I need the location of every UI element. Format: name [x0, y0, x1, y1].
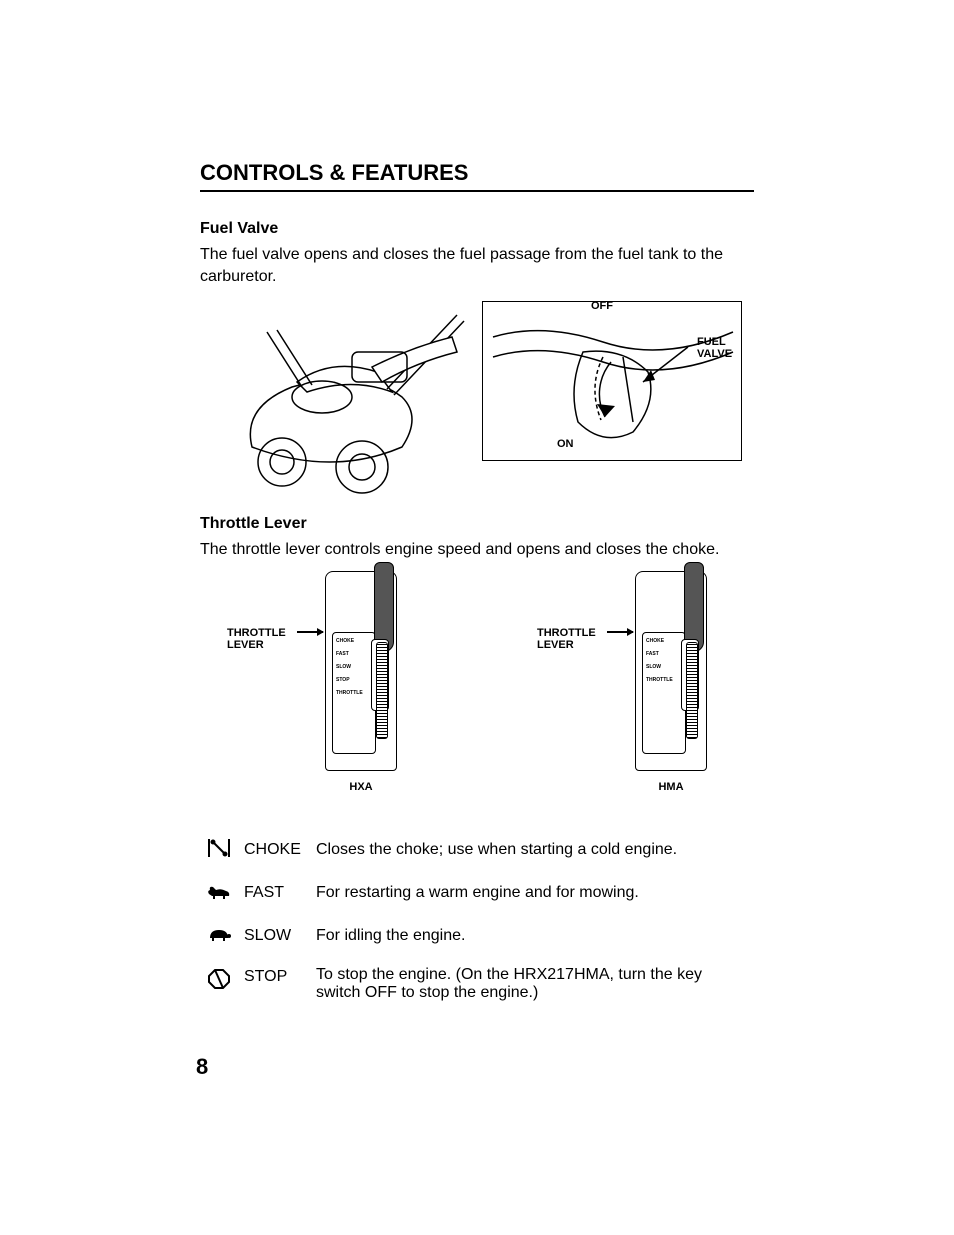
fuel-valve-heading: Fuel Valve	[200, 220, 754, 238]
valve-svg	[483, 302, 743, 462]
table-row: STOP To stop the engine. (On the HRX217H…	[200, 958, 754, 1010]
lever-handle	[684, 562, 704, 652]
throttle-figure-row: THROTTLE LEVER CHOKE FAST SLOW STOP THRO…	[200, 571, 754, 793]
table-row: FAST For restarting a warm engine and fo…	[200, 872, 754, 915]
mower-illustration	[212, 297, 472, 497]
arrow-icon	[297, 631, 323, 633]
stop-label: STOP	[238, 958, 310, 1010]
lever-graphic-hma: CHOKE FAST SLOW THROTTLE	[635, 571, 707, 771]
stop-desc: To stop the engine. (On the HRX217HMA, t…	[310, 958, 754, 1010]
choke-desc: Closes the choke; use when starting a co…	[310, 829, 754, 872]
throttle-unit-hxa: THROTTLE LEVER CHOKE FAST SLOW STOP THRO…	[237, 571, 407, 793]
mower-svg	[212, 297, 472, 497]
throttle-unit-hma: THROTTLE LEVER CHOKE FAST SLOW THROTTLE …	[547, 571, 717, 793]
section-title: CONTROLS & FEATURES	[200, 160, 754, 186]
table-row: SLOW For idling the engine.	[200, 915, 754, 958]
slow-label: SLOW	[238, 915, 310, 958]
lever-dial-hxa: CHOKE FAST SLOW STOP THROTTLE	[336, 638, 370, 703]
throttle-heading: Throttle Lever	[200, 515, 754, 533]
fast-desc: For restarting a warm engine and for mow…	[310, 872, 754, 915]
choke-label: CHOKE	[238, 829, 310, 872]
arrow-icon	[607, 631, 633, 633]
valve-callout: FUEL VALVE	[697, 336, 732, 360]
fast-label: FAST	[238, 872, 310, 915]
throttle-model-hxa: HXA	[325, 781, 397, 793]
throttle-callout-hma: THROTTLE LEVER	[537, 627, 596, 652]
page-number: 8	[196, 1054, 208, 1080]
turtle-icon	[200, 915, 238, 958]
slow-desc: For idling the engine.	[310, 915, 754, 958]
lever-handle	[374, 562, 394, 652]
choke-icon	[200, 829, 238, 872]
lever-dial-hma: CHOKE FAST SLOW THROTTLE	[646, 638, 680, 690]
throttle-model-hma: HMA	[635, 781, 707, 793]
fuel-valve-figure: OFF ON FUEL VALVE	[200, 297, 754, 497]
title-rule	[200, 190, 754, 192]
throttle-text: The throttle lever controls engine speed…	[200, 539, 754, 561]
valve-off-label: OFF	[591, 300, 613, 312]
rabbit-icon	[200, 872, 238, 915]
table-row: CHOKE Closes the choke; use when startin…	[200, 829, 754, 872]
stop-icon	[200, 958, 238, 1010]
valve-illustration: OFF ON FUEL VALVE	[482, 301, 742, 461]
valve-on-label: ON	[557, 438, 574, 450]
throttle-callout-hxa: THROTTLE LEVER	[227, 627, 286, 652]
throttle-positions-table: CHOKE Closes the choke; use when startin…	[200, 829, 754, 1010]
lever-graphic-hxa: CHOKE FAST SLOW STOP THROTTLE	[325, 571, 397, 771]
fuel-valve-text: The fuel valve opens and closes the fuel…	[200, 244, 754, 287]
